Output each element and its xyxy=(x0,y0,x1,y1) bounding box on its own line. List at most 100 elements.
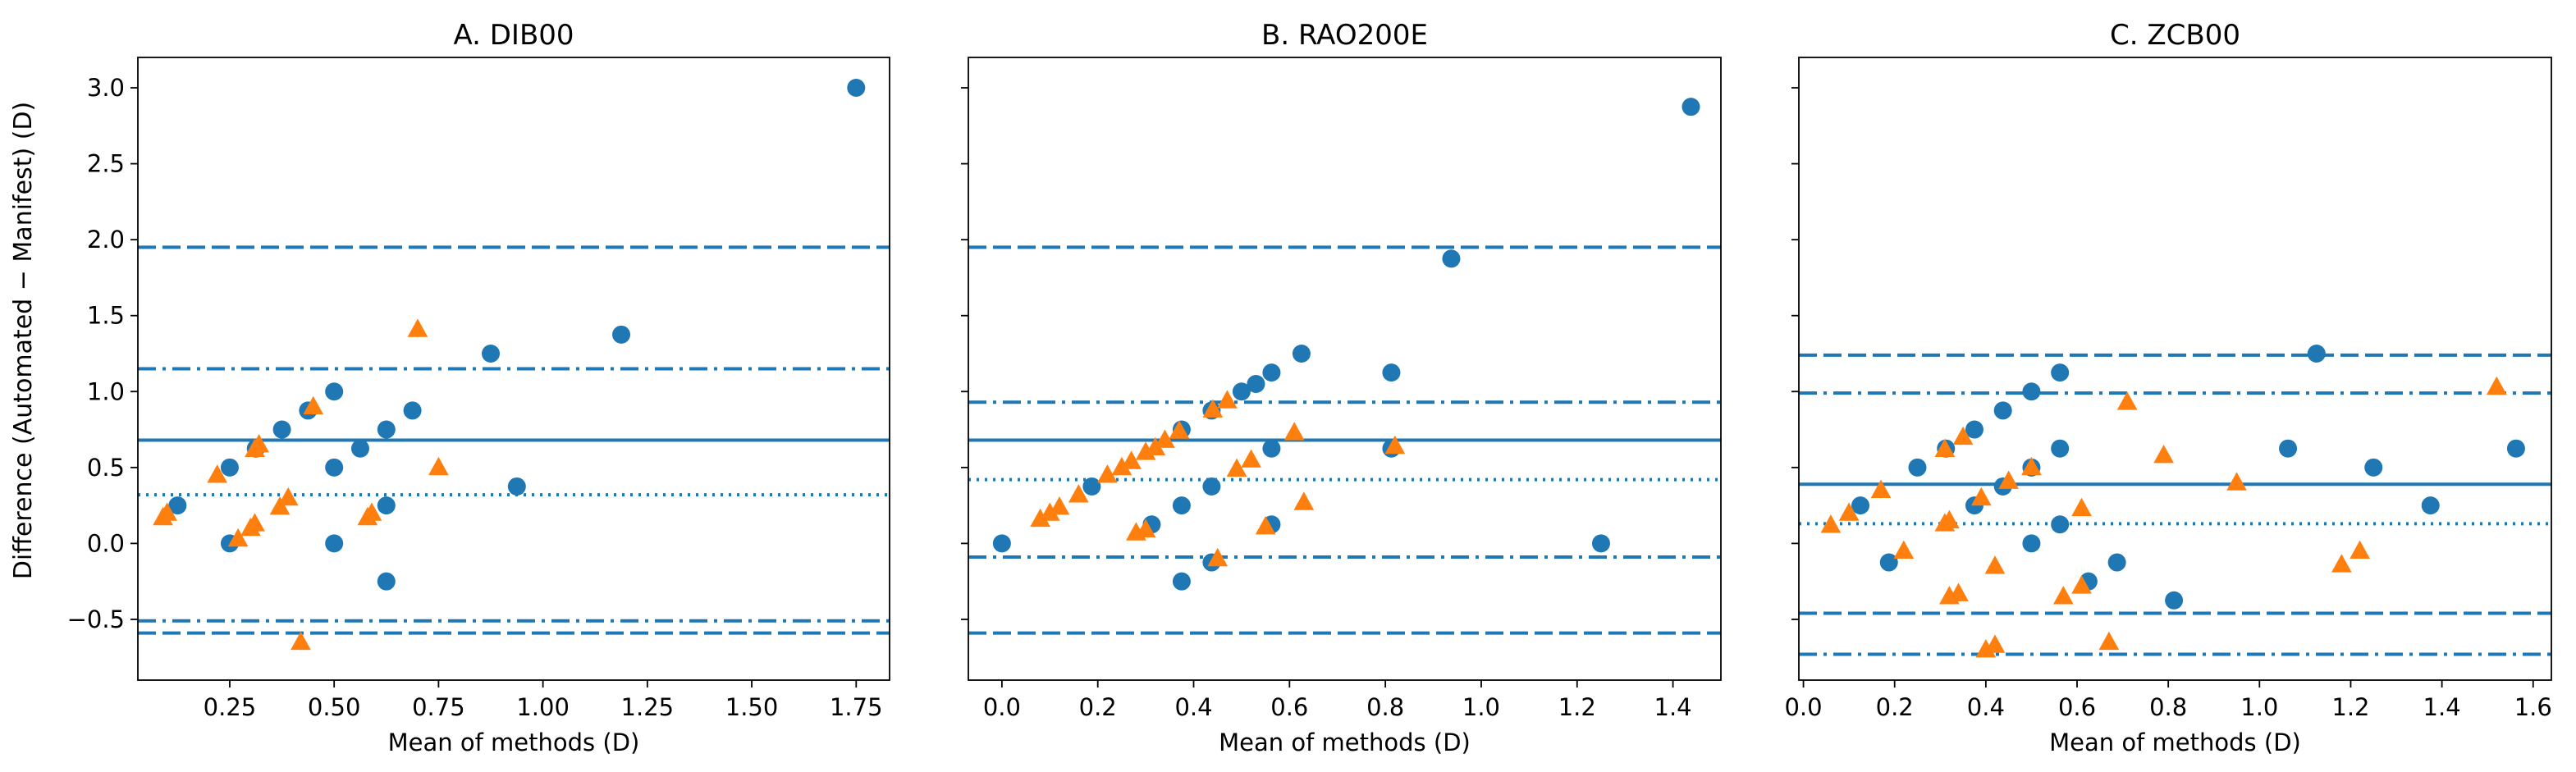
data-point-triangle xyxy=(2071,497,2092,517)
data-point-circle xyxy=(847,79,866,98)
x-tick-label: 0.4 xyxy=(1967,693,2005,721)
chart-title: B. RAO200E xyxy=(1261,19,1428,52)
data-point-circle xyxy=(325,382,344,401)
data-point-circle xyxy=(1082,477,1101,496)
data-point-triangle xyxy=(1820,514,1842,533)
data-point-triangle xyxy=(1293,491,1315,510)
y-tick-label: 2.5 xyxy=(87,150,125,178)
x-tick-label: 0.50 xyxy=(308,693,361,721)
data-point-triangle xyxy=(1893,540,1915,560)
data-points xyxy=(153,79,866,651)
data-point-triangle xyxy=(1970,486,1992,506)
x-tick-label: 1.2 xyxy=(1558,693,1596,721)
data-point-triangle xyxy=(1135,518,1156,538)
data-point-circle xyxy=(1172,496,1191,515)
data-point-circle xyxy=(2051,363,2070,382)
data-point-triangle xyxy=(1870,479,1892,498)
data-point-triangle xyxy=(1255,516,1276,535)
chart-panel-1: A. DIB00 0.25 0.50 0.75 1.00 1.25 1.50 1.75 −0.5… xyxy=(67,19,890,756)
data-point-triangle xyxy=(361,502,382,521)
x-tick-label: 1.50 xyxy=(725,693,779,721)
data-point-circle xyxy=(1382,363,1401,382)
data-point-circle xyxy=(2307,344,2326,363)
x-tick-label: 0.2 xyxy=(1079,693,1117,721)
data-point-circle xyxy=(2506,439,2525,458)
data-point-triangle xyxy=(1068,484,1089,503)
data-point-circle xyxy=(507,477,526,496)
data-point-triangle xyxy=(157,502,177,521)
data-point-triangle xyxy=(277,486,299,506)
y-tick-label: 0.0 xyxy=(87,529,125,557)
data-point-triangle xyxy=(1283,422,1305,441)
data-point-circle xyxy=(2022,382,2041,401)
data-point-triangle xyxy=(1145,436,1166,456)
data-point-circle xyxy=(377,496,396,515)
data-point-circle xyxy=(1879,553,1898,572)
reference-lines xyxy=(1799,353,2551,656)
axes-frame xyxy=(968,57,1722,681)
data-point-circle xyxy=(2107,553,2126,572)
data-point-triangle xyxy=(1226,458,1247,477)
data-point-circle xyxy=(1262,363,1281,382)
data-point-triangle xyxy=(1030,508,1050,528)
x-tick-label: 0.8 xyxy=(2149,693,2187,721)
data-point-triangle xyxy=(1984,634,2006,653)
data-point-triangle xyxy=(227,528,249,547)
data-point-triangle xyxy=(1948,582,1969,601)
data-point-circle xyxy=(482,344,501,363)
x-tick-label: 1.25 xyxy=(621,693,675,721)
chart-title: A. DIB00 xyxy=(453,19,574,52)
data-point-circle xyxy=(2421,496,2440,515)
x-tick-label: 0.4 xyxy=(1174,693,1212,721)
data-point-circle xyxy=(1681,98,1700,116)
data-point-triangle xyxy=(291,631,311,651)
x-tick-label: 0.6 xyxy=(1270,693,1308,721)
panels: A. DIB00 0.25 0.50 0.75 1.00 1.25 1.50 1.75 −0.5… xyxy=(67,19,2552,756)
y-tick-label: −0.5 xyxy=(67,605,125,633)
data-point-circle xyxy=(1993,401,2012,420)
data-point-circle xyxy=(1965,420,1983,439)
data-point-triangle xyxy=(1384,435,1406,455)
data-point-triangle xyxy=(1998,470,2019,489)
x-tick-label: 0.0 xyxy=(1784,693,1822,721)
data-point-triangle xyxy=(1217,390,1238,409)
y-tick-label: 0.5 xyxy=(87,454,125,482)
data-point-triangle xyxy=(2021,456,2042,476)
x-tick-label: 1.75 xyxy=(830,693,883,721)
x-tick-label: 1.0 xyxy=(2240,693,2278,721)
data-point-triangle xyxy=(1155,429,1175,448)
data-point-triangle xyxy=(1049,496,1070,515)
data-point-circle xyxy=(220,458,239,477)
y-tick-label: 1.5 xyxy=(87,302,125,330)
x-tick-label: 0.25 xyxy=(204,693,257,721)
figure-ylabel: Difference (Automated − Manifest) (D) xyxy=(9,102,38,579)
data-point-circle xyxy=(1232,382,1251,401)
y-tick-label: 1.0 xyxy=(87,377,125,405)
x-tick-label: 0.8 xyxy=(1366,693,1404,721)
data-point-circle xyxy=(272,420,291,439)
data-point-triangle xyxy=(2331,554,2352,573)
data-point-circle xyxy=(168,496,187,515)
x-tick-label: 0.0 xyxy=(983,693,1021,721)
data-point-triangle xyxy=(2116,391,2138,410)
chart-panel-2: B. RAO200E 0.0 0.2 0.4 0.6 0.8 1.0 1.2 1.4 Mean o… xyxy=(961,19,1722,756)
data-point-triangle xyxy=(1934,438,1956,457)
data-point-circle xyxy=(1591,534,1610,553)
data-point-circle xyxy=(1292,344,1311,363)
data-point-triangle xyxy=(2486,376,2507,395)
y-tick-label: 2.0 xyxy=(87,226,125,254)
data-point-circle xyxy=(2051,515,2070,534)
chart-panel-3: C. ZCB00 0.0 0.2 0.4 0.6 0.8 1.0 1.2 1.4 1.6 Mean … xyxy=(1784,19,2552,756)
data-point-triangle xyxy=(1097,464,1118,483)
data-point-triangle xyxy=(2071,575,2092,594)
data-point-triangle xyxy=(428,456,449,476)
data-point-triangle xyxy=(2098,631,2120,651)
data-point-circle xyxy=(403,401,422,420)
data-point-triangle xyxy=(245,513,265,532)
data-point-triangle xyxy=(249,434,269,453)
chart-title: C. ZCB00 xyxy=(2110,19,2240,52)
x-tick-label: 1.00 xyxy=(516,693,570,721)
data-point-circle xyxy=(377,420,396,439)
data-point-triangle xyxy=(2350,540,2370,560)
